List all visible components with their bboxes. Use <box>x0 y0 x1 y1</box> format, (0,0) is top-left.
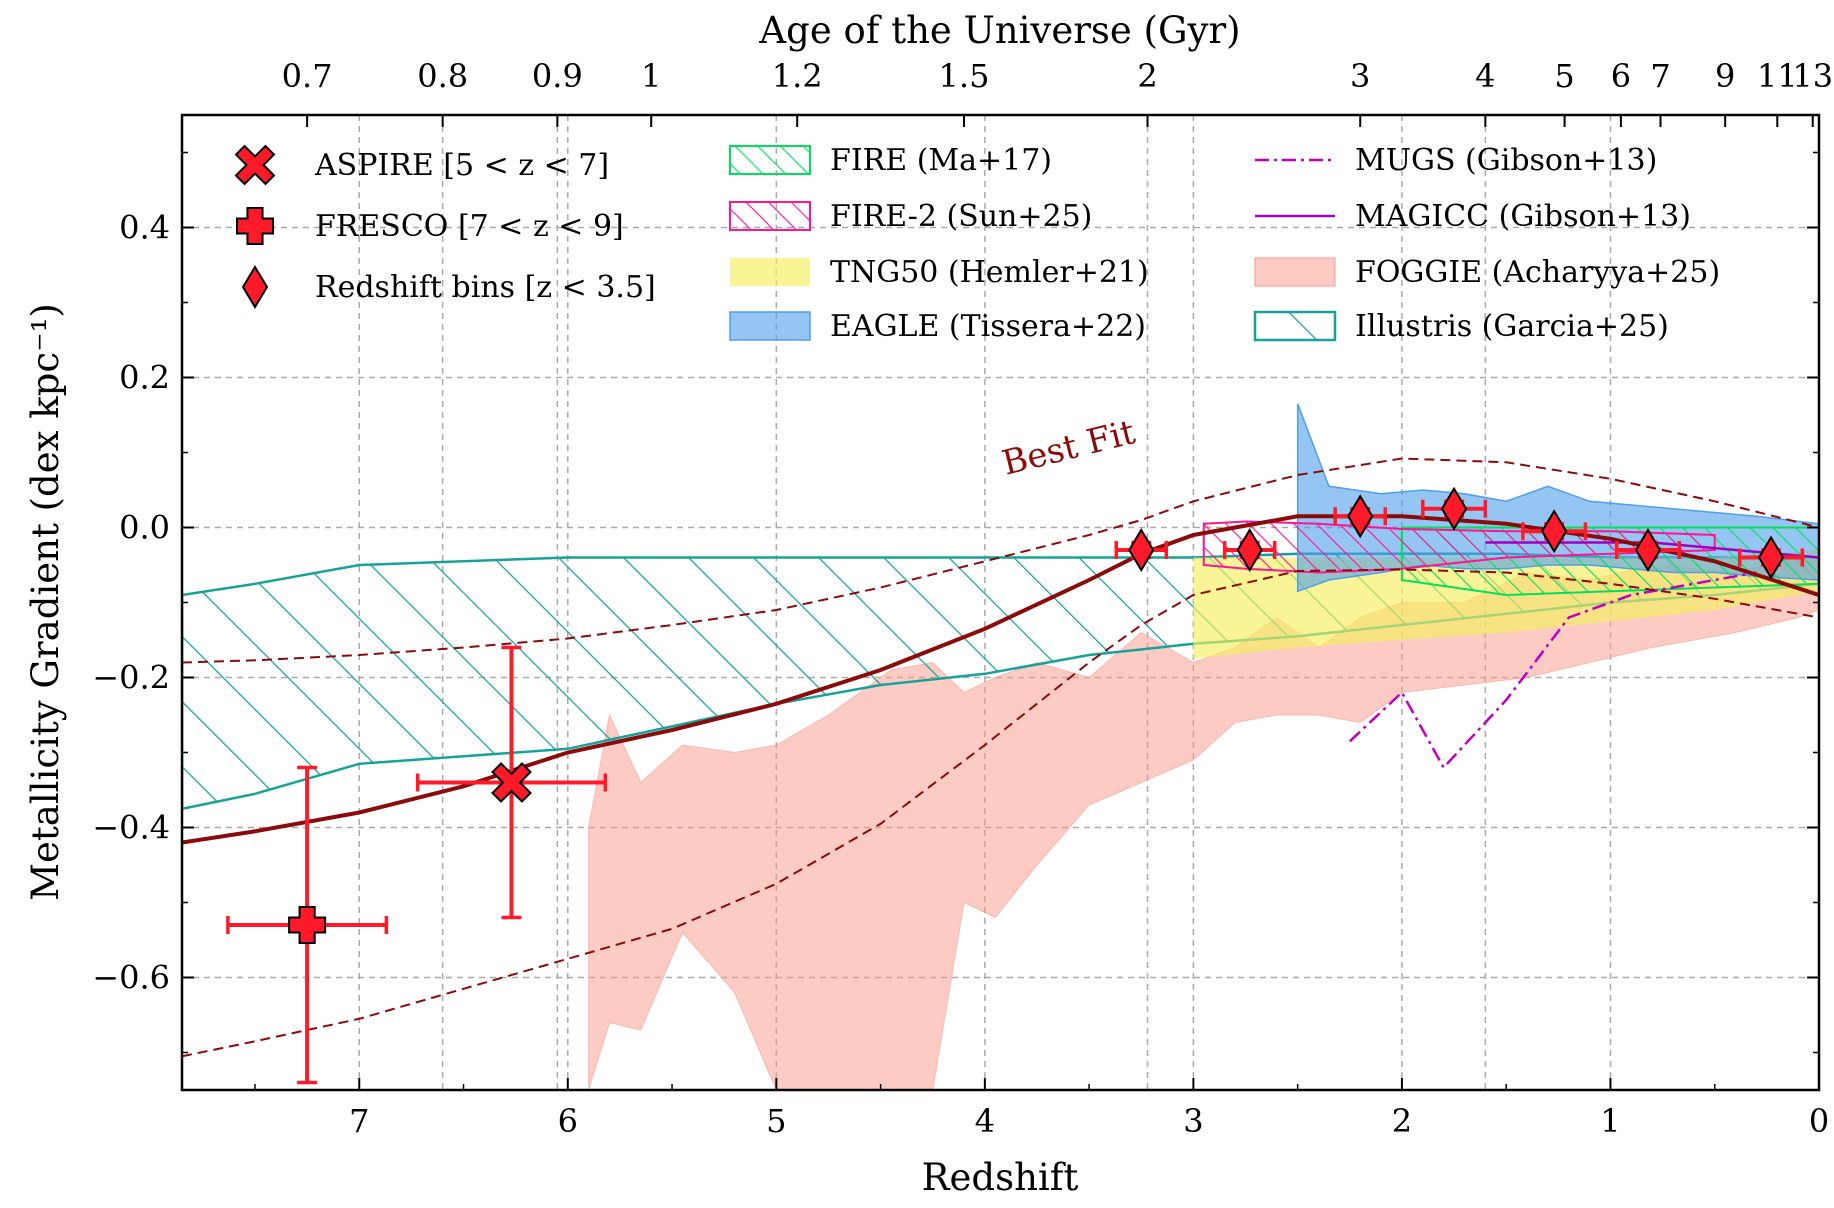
model-bands <box>182 403 1819 1090</box>
redshift-bin-point <box>1236 528 1263 572</box>
bins-legend-label: Redshift bins [z < 3.5] <box>315 270 656 305</box>
fire2-legend-label: FIRE-2 (Sun+25) <box>830 199 1092 234</box>
best-fit-upper <box>182 457 1819 664</box>
y-tick-label: 0.0 <box>119 509 170 547</box>
top-tick-label: 0.9 <box>532 57 583 95</box>
magicc-legend-label: MAGICC (Gibson+13) <box>1355 199 1691 234</box>
redshift-bin-point <box>1634 528 1662 572</box>
mugs-line <box>1348 571 1757 770</box>
top-tick-label: 0.8 <box>417 57 468 95</box>
top-tick-label: 5 <box>1554 57 1574 95</box>
top-tick-label: 1.2 <box>772 57 823 95</box>
top-tick-label: 13 <box>1792 57 1833 95</box>
legend: ASPIRE [5 < z < 7] FRESCO [7 < z < 9] Reds… <box>234 143 1720 344</box>
x-tick-label: 7 <box>349 1102 369 1140</box>
x-tick-label: 3 <box>1183 1102 1203 1140</box>
illustris-legend-label: Illustris (Garcia+25) <box>1355 309 1669 344</box>
legend-item-illustris: Illustris (Garcia+25) <box>1253 309 1669 344</box>
plot-area: 7 6 5 4 3 2 1 00.40.20.0−0.2−0.4−0.60.7 0.8 0.9 1 1… <box>24 9 1833 1199</box>
legend-item-foggie: FOGGIE (Acharyya+25) <box>1254 255 1720 290</box>
illustris-legend-marker <box>1253 310 1337 342</box>
top-tick-label: 0.7 <box>282 57 333 95</box>
tng50-legend-label: TNG50 (Hemler+21) <box>830 255 1149 290</box>
fresco-point <box>288 906 327 944</box>
eagle-legend-label: EAGLE (Tissera+22) <box>830 309 1146 344</box>
fire2-legend-marker <box>729 201 811 231</box>
x-axis-label: Redshift <box>922 1156 1079 1199</box>
top-tick-label: 2 <box>1137 57 1157 95</box>
observed-points <box>226 486 1805 1085</box>
x-tick-label: 5 <box>766 1102 786 1140</box>
legend-item-fresco: FRESCO [7 < z < 9] <box>236 207 624 245</box>
best-fit-lower <box>182 568 1819 1058</box>
mugs-legend-label: MUGS (Gibson+13) <box>1355 143 1657 178</box>
legend-item-aspire: ASPIRE [5 < z < 7] <box>234 144 609 186</box>
y-tick-label: −0.4 <box>92 809 170 847</box>
legend-item-mugs: MUGS (Gibson+13) <box>1255 143 1657 178</box>
y-tick-label: −0.6 <box>92 959 170 997</box>
fresco-legend-marker <box>236 207 274 245</box>
fire-legend-label: FIRE (Ma+17) <box>830 143 1052 178</box>
y-tick-label: 0.2 <box>119 359 170 397</box>
redshift-bin-point <box>1440 486 1468 531</box>
legend-item-magicc: MAGICC (Gibson+13) <box>1255 199 1691 234</box>
x-tick-label: 6 <box>558 1102 578 1140</box>
top-tick-label: 6 <box>1611 57 1631 95</box>
top-tick-label: 1.5 <box>939 57 990 95</box>
top-tick-label: 9 <box>1715 57 1735 95</box>
legend-item-eagle: EAGLE (Tissera+22) <box>729 309 1146 344</box>
top-tick-label: 4 <box>1475 57 1495 95</box>
best-fit-annotation: Best Fit <box>998 412 1139 484</box>
aspire-legend-marker <box>234 144 276 186</box>
foggie-band <box>588 557 1819 1090</box>
tng50-legend-marker <box>730 258 810 286</box>
fresco-legend-label: FRESCO [7 < z < 9] <box>315 209 624 244</box>
top-tick-label: 1 <box>641 57 661 95</box>
y-tick-label: 0.4 <box>119 209 170 247</box>
eagle-legend-marker <box>729 311 811 341</box>
redshift-bin-point <box>1347 494 1374 539</box>
y-axis-label: Metallicity Gradient (dex kpc⁻¹) <box>24 303 67 901</box>
top-tick-label: 3 <box>1350 57 1370 95</box>
redshift-bin-point <box>1128 528 1155 572</box>
aspire-legend-label: ASPIRE [5 < z < 7] <box>314 148 609 183</box>
y-tick-label: −0.2 <box>92 659 170 697</box>
legend-item-tng50: TNG50 (Hemler+21) <box>730 255 1149 290</box>
foggie-legend-marker <box>1254 257 1336 287</box>
legend-item-fire: FIRE (Ma+17) <box>729 143 1052 178</box>
top-tick-label: 11 <box>1757 57 1798 95</box>
x-tick-label: 4 <box>975 1102 995 1140</box>
top-axis-label: Age of the Universe (Gyr) <box>758 9 1240 52</box>
bins-legend-marker <box>241 265 269 309</box>
x-tick-label: 0 <box>1809 1102 1829 1140</box>
legend-item-bins: Redshift bins [z < 3.5] <box>241 265 656 309</box>
top-tick-label: 7 <box>1650 57 1670 95</box>
axis-ticks: 7 6 5 4 3 2 1 00.40.20.0−0.2−0.4−0.60.7 0.8 0.9 1 1… <box>92 57 1833 1140</box>
x-tick-label: 2 <box>1392 1102 1412 1140</box>
redshift-bin-point <box>1757 535 1785 580</box>
fire-legend-marker <box>729 145 811 175</box>
aspire-point <box>491 762 532 803</box>
x-tick-label: 1 <box>1600 1102 1620 1140</box>
redshift-bin-point <box>1540 509 1568 554</box>
foggie-legend-label: FOGGIE (Acharyya+25) <box>1355 255 1720 290</box>
legend-item-fire2: FIRE-2 (Sun+25) <box>729 199 1092 234</box>
